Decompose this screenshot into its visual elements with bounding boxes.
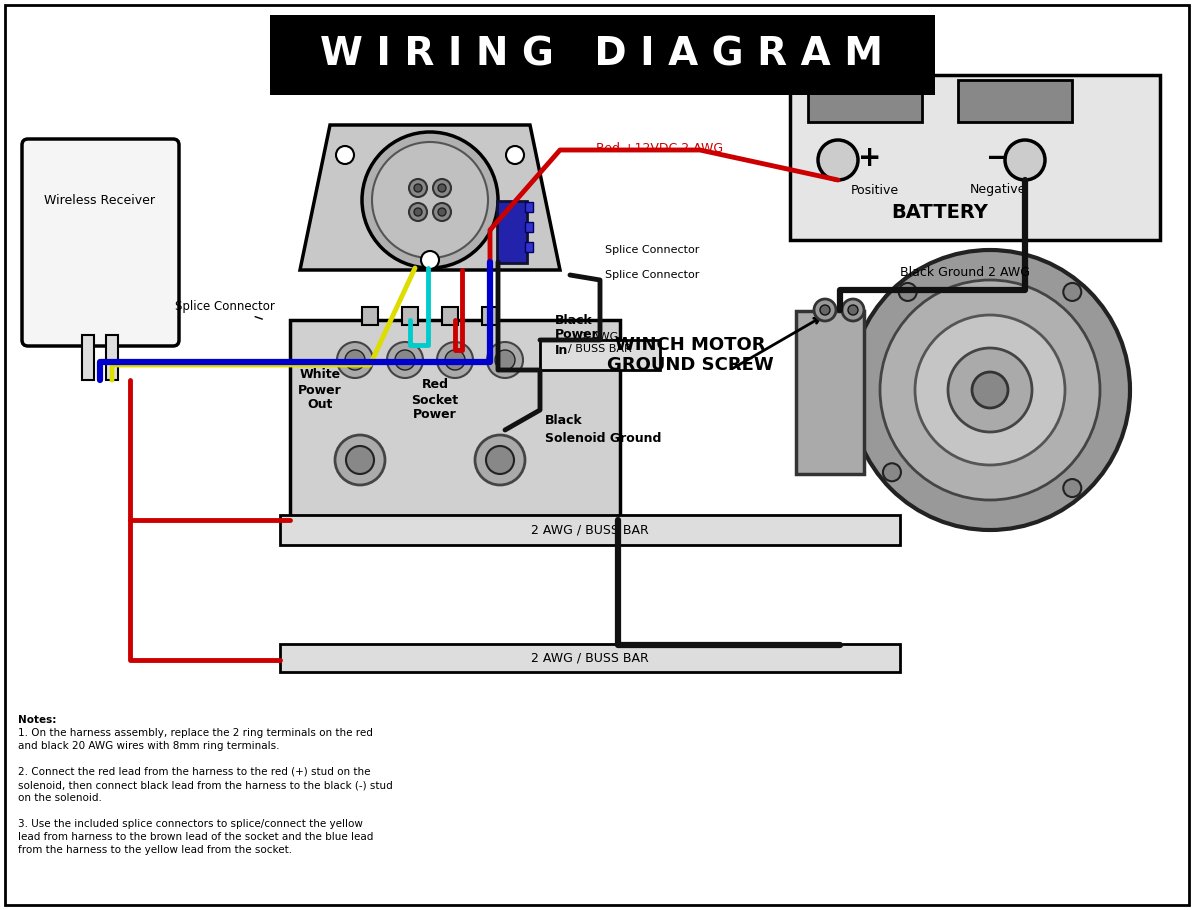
Circle shape xyxy=(421,251,439,269)
Circle shape xyxy=(818,140,858,180)
Text: Splice Connector: Splice Connector xyxy=(605,245,700,255)
Text: 2 AWG
/ BUSS BAR: 2 AWG / BUSS BAR xyxy=(568,332,632,354)
FancyBboxPatch shape xyxy=(796,311,864,474)
Circle shape xyxy=(373,142,488,258)
Circle shape xyxy=(972,372,1008,408)
FancyBboxPatch shape xyxy=(540,340,660,370)
Circle shape xyxy=(387,342,423,378)
FancyBboxPatch shape xyxy=(21,139,179,346)
FancyBboxPatch shape xyxy=(106,335,118,380)
FancyBboxPatch shape xyxy=(402,307,418,325)
Text: lead from harness to the brown lead of the socket and the blue lead: lead from harness to the brown lead of t… xyxy=(18,832,374,842)
FancyBboxPatch shape xyxy=(281,515,900,545)
Circle shape xyxy=(414,184,421,192)
Text: 2 AWG / BUSS BAR: 2 AWG / BUSS BAR xyxy=(531,523,648,537)
Circle shape xyxy=(445,350,464,370)
Text: and black 20 AWG wires with 8mm ring terminals.: and black 20 AWG wires with 8mm ring ter… xyxy=(18,741,279,751)
Text: Red +12VDC 2 AWG: Red +12VDC 2 AWG xyxy=(597,141,724,155)
Circle shape xyxy=(496,350,515,370)
Text: WINCH MOTOR
GROUND SCREW: WINCH MOTOR GROUND SCREW xyxy=(607,336,774,374)
Circle shape xyxy=(850,250,1130,530)
Circle shape xyxy=(1005,140,1045,180)
Circle shape xyxy=(336,146,353,164)
Text: Wireless Receiver: Wireless Receiver xyxy=(44,194,155,207)
Circle shape xyxy=(362,132,498,268)
Text: Notes:: Notes: xyxy=(18,715,56,725)
Text: 2 AWG / BUSS BAR: 2 AWG / BUSS BAR xyxy=(531,652,648,664)
Circle shape xyxy=(506,146,524,164)
Circle shape xyxy=(899,283,917,301)
Circle shape xyxy=(337,342,373,378)
Circle shape xyxy=(414,208,421,216)
Circle shape xyxy=(433,179,451,197)
FancyBboxPatch shape xyxy=(808,80,922,122)
FancyBboxPatch shape xyxy=(482,307,498,325)
Text: Black: Black xyxy=(544,413,583,427)
Text: BATTERY: BATTERY xyxy=(892,203,989,221)
FancyBboxPatch shape xyxy=(362,307,378,325)
Text: Solenoid Ground: Solenoid Ground xyxy=(544,431,661,444)
FancyBboxPatch shape xyxy=(281,644,900,672)
Polygon shape xyxy=(300,125,560,270)
Text: Black Ground 2 AWG: Black Ground 2 AWG xyxy=(900,266,1030,278)
FancyBboxPatch shape xyxy=(790,75,1161,240)
Text: Red
Socket
Power: Red Socket Power xyxy=(412,379,458,421)
Text: solenoid, then connect black lead from the harness to the black (-) stud: solenoid, then connect black lead from t… xyxy=(18,780,393,790)
FancyBboxPatch shape xyxy=(525,222,533,232)
FancyBboxPatch shape xyxy=(525,202,533,212)
Circle shape xyxy=(814,299,836,321)
Circle shape xyxy=(437,342,473,378)
Text: White
Power
Out: White Power Out xyxy=(298,369,341,411)
FancyBboxPatch shape xyxy=(958,80,1072,122)
Circle shape xyxy=(433,203,451,221)
Text: Positive: Positive xyxy=(851,184,899,197)
Circle shape xyxy=(487,342,523,378)
FancyBboxPatch shape xyxy=(497,201,527,263)
Text: Negative: Negative xyxy=(970,184,1026,197)
Circle shape xyxy=(438,184,447,192)
Circle shape xyxy=(345,350,365,370)
Circle shape xyxy=(915,315,1065,465)
Circle shape xyxy=(842,299,864,321)
Circle shape xyxy=(395,350,416,370)
FancyBboxPatch shape xyxy=(442,307,458,325)
Circle shape xyxy=(880,280,1100,500)
Text: Black
Power
In: Black Power In xyxy=(555,314,598,357)
Text: Splice Connector: Splice Connector xyxy=(176,300,275,319)
Circle shape xyxy=(948,348,1032,432)
FancyBboxPatch shape xyxy=(525,242,533,252)
Circle shape xyxy=(475,435,525,485)
Text: W I R I N G   D I A G R A M: W I R I N G D I A G R A M xyxy=(320,36,884,74)
Circle shape xyxy=(486,446,513,474)
Circle shape xyxy=(820,305,830,315)
Circle shape xyxy=(410,203,427,221)
Text: from the harness to the yellow lead from the socket.: from the harness to the yellow lead from… xyxy=(18,845,293,855)
Circle shape xyxy=(336,435,384,485)
Circle shape xyxy=(848,305,858,315)
Circle shape xyxy=(1064,283,1082,301)
Text: Splice Connector: Splice Connector xyxy=(605,270,700,280)
Text: 2. Connect the red lead from the harness to the red (+) stud on the: 2. Connect the red lead from the harness… xyxy=(18,767,370,777)
Circle shape xyxy=(410,179,427,197)
FancyBboxPatch shape xyxy=(290,320,620,520)
Circle shape xyxy=(1064,479,1082,497)
Text: +: + xyxy=(858,144,881,172)
Text: 1. On the harness assembly, replace the 2 ring terminals on the red: 1. On the harness assembly, replace the … xyxy=(18,728,373,738)
Circle shape xyxy=(882,463,901,481)
Text: on the solenoid.: on the solenoid. xyxy=(18,793,101,803)
FancyBboxPatch shape xyxy=(82,335,94,380)
Circle shape xyxy=(346,446,374,474)
Circle shape xyxy=(438,208,447,216)
Text: 3. Use the included splice connectors to splice/connect the yellow: 3. Use the included splice connectors to… xyxy=(18,819,363,829)
Text: −: − xyxy=(986,144,1010,172)
Bar xyxy=(270,15,935,95)
